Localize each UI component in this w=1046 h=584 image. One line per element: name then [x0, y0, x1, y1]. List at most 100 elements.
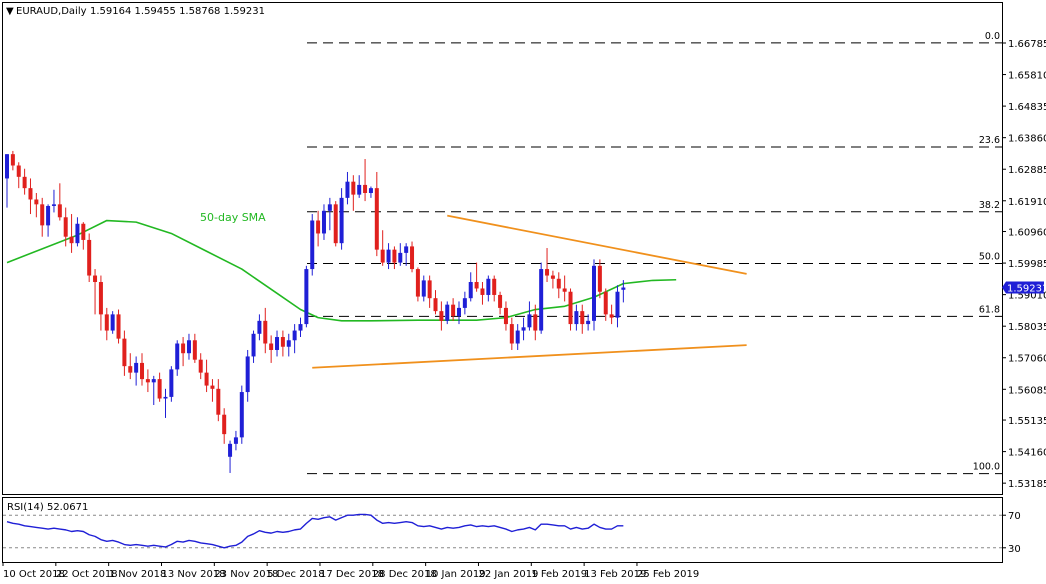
- rsi-tick-label: 30: [1008, 544, 1021, 555]
- candle-bullish: [456, 307, 461, 316]
- candle-bullish: [169, 369, 174, 397]
- rsi-line: [6, 513, 624, 549]
- date-tick-label: 17 Dec 2018: [320, 569, 384, 580]
- chart-symbol-label: EURAUD,Daily: [16, 6, 87, 17]
- fib-level-label: 50.0: [979, 252, 1000, 263]
- price-tick-label: 1.59010: [1008, 291, 1046, 302]
- candle-bearish: [545, 269, 550, 276]
- candle-bullish: [592, 265, 596, 321]
- price-tick-label: 1.57060: [1008, 354, 1046, 365]
- candle-bearish: [198, 359, 203, 373]
- candle-bearish: [392, 249, 397, 263]
- candle-bearish: [34, 199, 39, 205]
- candle-bullish: [368, 188, 373, 194]
- candle-bullish: [46, 205, 51, 226]
- candle-bearish: [181, 343, 186, 354]
- candle-bullish: [462, 298, 467, 308]
- candle-bullish: [398, 252, 403, 263]
- date-tick-label: 1 Feb 2019: [531, 569, 587, 580]
- price-tick-label: 1.55135: [1008, 416, 1046, 427]
- candle-bearish: [439, 311, 444, 321]
- trendline: [312, 344, 747, 369]
- fib-level-label: 23.6: [979, 135, 1000, 146]
- price-tick-label: 1.63860: [1008, 134, 1046, 145]
- candle-bullish: [515, 330, 520, 344]
- candle-bullish: [175, 343, 180, 370]
- candle-bearish: [509, 324, 514, 344]
- candle-bullish: [574, 311, 579, 325]
- candle-bearish: [57, 204, 62, 218]
- candle-bullish: [386, 249, 391, 263]
- candle-bullish: [275, 337, 280, 350]
- candle-bullish: [257, 320, 262, 334]
- price-panel[interactable]: [2, 2, 1003, 495]
- date-tick-label: 10 Oct 2018: [3, 569, 65, 580]
- price-tick-label: 1.60960: [1008, 228, 1046, 239]
- rsi-panel[interactable]: [2, 497, 1003, 563]
- candle-bullish: [421, 280, 426, 297]
- date-tick-label: 28 Dec 2018: [373, 569, 437, 580]
- candle-bearish: [550, 275, 555, 279]
- price-tick-label: 1.59985: [1008, 259, 1046, 270]
- price-tick-label: 1.56085: [1008, 385, 1046, 396]
- candle-bearish: [410, 246, 415, 270]
- candle-bullish: [75, 223, 80, 244]
- candle-bullish: [539, 269, 544, 331]
- candle-bearish: [498, 294, 503, 308]
- date-tick-label: 13 Feb 2019: [584, 569, 646, 580]
- candle-bearish: [122, 338, 127, 367]
- candle-bearish: [69, 236, 74, 244]
- candle-bearish: [363, 184, 368, 194]
- candle-bullish: [5, 154, 9, 179]
- candle-bullish: [245, 356, 250, 393]
- price-tick-label: 1.54160: [1008, 448, 1046, 459]
- candle-bearish: [140, 362, 145, 380]
- sma-annotation: 50-day SMA: [200, 211, 266, 224]
- candle-bearish: [492, 278, 497, 295]
- candle-bearish: [415, 269, 420, 297]
- candle-bearish: [22, 176, 27, 189]
- candle-bearish: [204, 372, 209, 386]
- candle-bearish: [269, 343, 274, 350]
- candle-bullish: [239, 392, 244, 438]
- candle-bearish: [333, 204, 338, 244]
- candle-bearish: [104, 314, 109, 331]
- candle-bullish: [445, 304, 450, 321]
- date-tick-label: 22 Jan 2019: [478, 569, 538, 580]
- candle-bearish: [210, 385, 215, 389]
- candle-bearish: [433, 298, 438, 312]
- last-price-value: 1.59231: [1007, 283, 1046, 294]
- candle-bullish: [621, 287, 626, 290]
- candle-bearish: [597, 265, 602, 292]
- candle-bullish: [233, 437, 238, 444]
- candle-bearish: [351, 181, 356, 195]
- candle-bearish: [116, 314, 121, 339]
- candle-bearish: [451, 304, 456, 316]
- sma-50-polyline: [6, 219, 677, 322]
- price-tick-label: 1.53185: [1008, 479, 1046, 490]
- candle-bearish: [222, 414, 227, 435]
- candle-bearish: [10, 154, 15, 166]
- fib-level-label: 0.0: [985, 31, 1000, 42]
- price-tick-label: 1.66785: [1008, 39, 1046, 50]
- candle-bearish: [556, 278, 561, 289]
- fib-level-label: 61.8: [979, 304, 1000, 315]
- candle-bullish: [151, 379, 156, 383]
- price-tick-label: 1.58035: [1008, 322, 1046, 333]
- price-tick-label: 1.64835: [1008, 102, 1046, 113]
- candle-bullish: [527, 314, 532, 328]
- candle-bearish: [87, 239, 92, 276]
- candle-bullish: [110, 314, 115, 331]
- candle-bearish: [609, 314, 614, 318]
- candlesticks: [5, 150, 626, 473]
- candle-bullish: [586, 320, 591, 325]
- symbol-icon: ▼: [6, 6, 14, 17]
- candle-bullish: [615, 291, 620, 318]
- candle-bullish: [404, 246, 409, 253]
- candle-bullish: [163, 396, 168, 399]
- candle-bearish: [216, 388, 221, 415]
- candle-bearish: [128, 366, 133, 373]
- candle-bullish: [486, 278, 491, 295]
- trendline: [447, 214, 747, 275]
